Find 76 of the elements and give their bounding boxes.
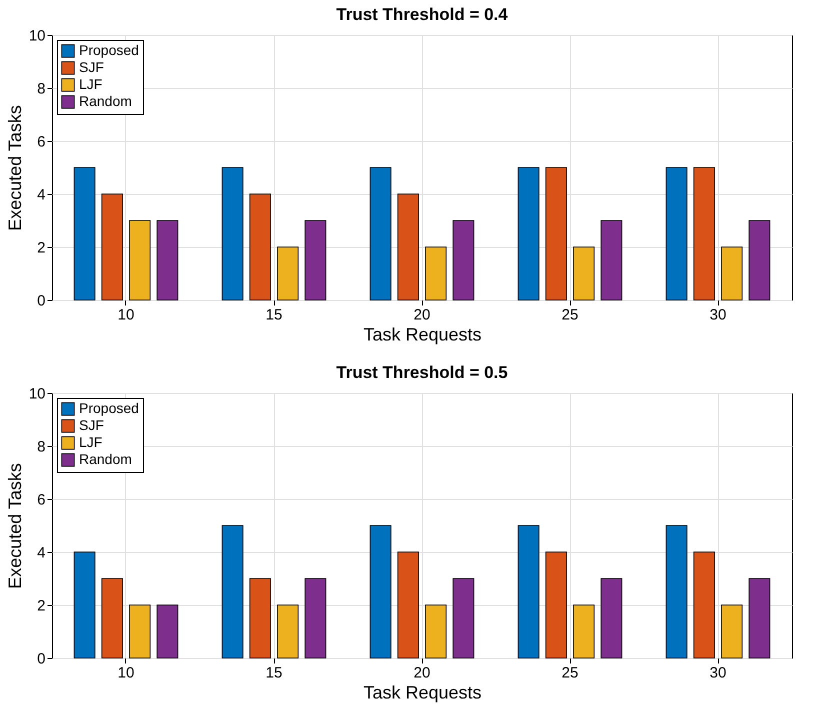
bar bbox=[452, 220, 474, 300]
legend-label: Proposed bbox=[79, 42, 139, 58]
y-tick-label: 8 bbox=[37, 80, 46, 98]
legend-label: LJF bbox=[79, 434, 102, 450]
bar bbox=[693, 552, 715, 658]
y-tick-label: 4 bbox=[37, 186, 46, 204]
legend-label: SJF bbox=[79, 417, 104, 433]
bar bbox=[425, 246, 447, 300]
bar bbox=[397, 552, 419, 658]
bar bbox=[573, 246, 595, 300]
bar bbox=[249, 578, 271, 658]
x-tick-label: 15 bbox=[266, 664, 282, 682]
bar bbox=[518, 167, 540, 300]
x-tick-label: 20 bbox=[414, 664, 430, 682]
y-tick-label: 6 bbox=[37, 492, 46, 508]
bar bbox=[370, 167, 392, 300]
bar bbox=[277, 246, 299, 300]
x-axis-title: Task Requests bbox=[363, 682, 482, 702]
bar bbox=[249, 194, 271, 300]
bar bbox=[277, 604, 299, 658]
y-axis-title: Executed Tasks bbox=[4, 463, 25, 589]
x-tick-label: 20 bbox=[414, 306, 430, 324]
legend-label: LJF bbox=[79, 76, 102, 92]
bar bbox=[397, 194, 419, 300]
bar bbox=[693, 167, 715, 300]
y-tick-label: 0 bbox=[37, 292, 46, 310]
bar bbox=[748, 220, 770, 300]
bar bbox=[129, 604, 151, 658]
y-tick-label: 2 bbox=[37, 598, 46, 614]
bar bbox=[748, 578, 770, 658]
bar bbox=[721, 604, 743, 658]
legend-label: SJF bbox=[79, 59, 104, 75]
x-tick-label: 10 bbox=[118, 664, 134, 682]
legend-label: Random bbox=[79, 93, 132, 109]
x-tick-label: 30 bbox=[710, 306, 726, 324]
bar bbox=[74, 167, 96, 300]
bar bbox=[666, 167, 688, 300]
x-tick-label: 25 bbox=[562, 306, 578, 324]
bar bbox=[370, 525, 392, 658]
bar bbox=[518, 525, 540, 658]
x-tick-label: 10 bbox=[118, 306, 134, 324]
bar bbox=[101, 578, 123, 658]
bar bbox=[666, 525, 688, 658]
bar bbox=[721, 246, 743, 300]
y-tick-label: 4 bbox=[37, 544, 46, 562]
bar bbox=[545, 552, 567, 658]
x-axis-title: Task Requests bbox=[363, 324, 482, 344]
chart-title: Trust Threshold = 0.4 bbox=[336, 5, 508, 24]
y-tick-label: 0 bbox=[37, 650, 46, 668]
bar bbox=[452, 578, 474, 658]
bar bbox=[156, 604, 178, 658]
y-tick-label: 10 bbox=[28, 28, 46, 44]
bar bbox=[222, 167, 244, 300]
bar bbox=[600, 578, 622, 658]
y-tick-label: 8 bbox=[37, 438, 46, 456]
bar bbox=[74, 552, 96, 658]
chart-title: Trust Threshold = 0.5 bbox=[336, 363, 508, 382]
x-tick-label: 15 bbox=[266, 306, 282, 324]
y-axis-title: Executed Tasks bbox=[4, 105, 25, 231]
bar bbox=[573, 604, 595, 658]
bar bbox=[304, 578, 326, 658]
bar bbox=[156, 220, 178, 300]
legend-label: Random bbox=[79, 451, 132, 467]
bar bbox=[545, 167, 567, 300]
bar bbox=[600, 220, 622, 300]
y-tick-label: 6 bbox=[37, 134, 46, 150]
legend-label: Proposed bbox=[79, 400, 139, 416]
x-tick-label: 30 bbox=[710, 664, 726, 682]
bar bbox=[129, 220, 151, 300]
bar bbox=[101, 194, 123, 300]
y-tick-label: 2 bbox=[37, 240, 46, 256]
y-tick-label: 10 bbox=[28, 386, 46, 402]
bar bbox=[222, 525, 244, 658]
bar bbox=[425, 604, 447, 658]
x-tick-label: 25 bbox=[562, 664, 578, 682]
bar bbox=[304, 220, 326, 300]
